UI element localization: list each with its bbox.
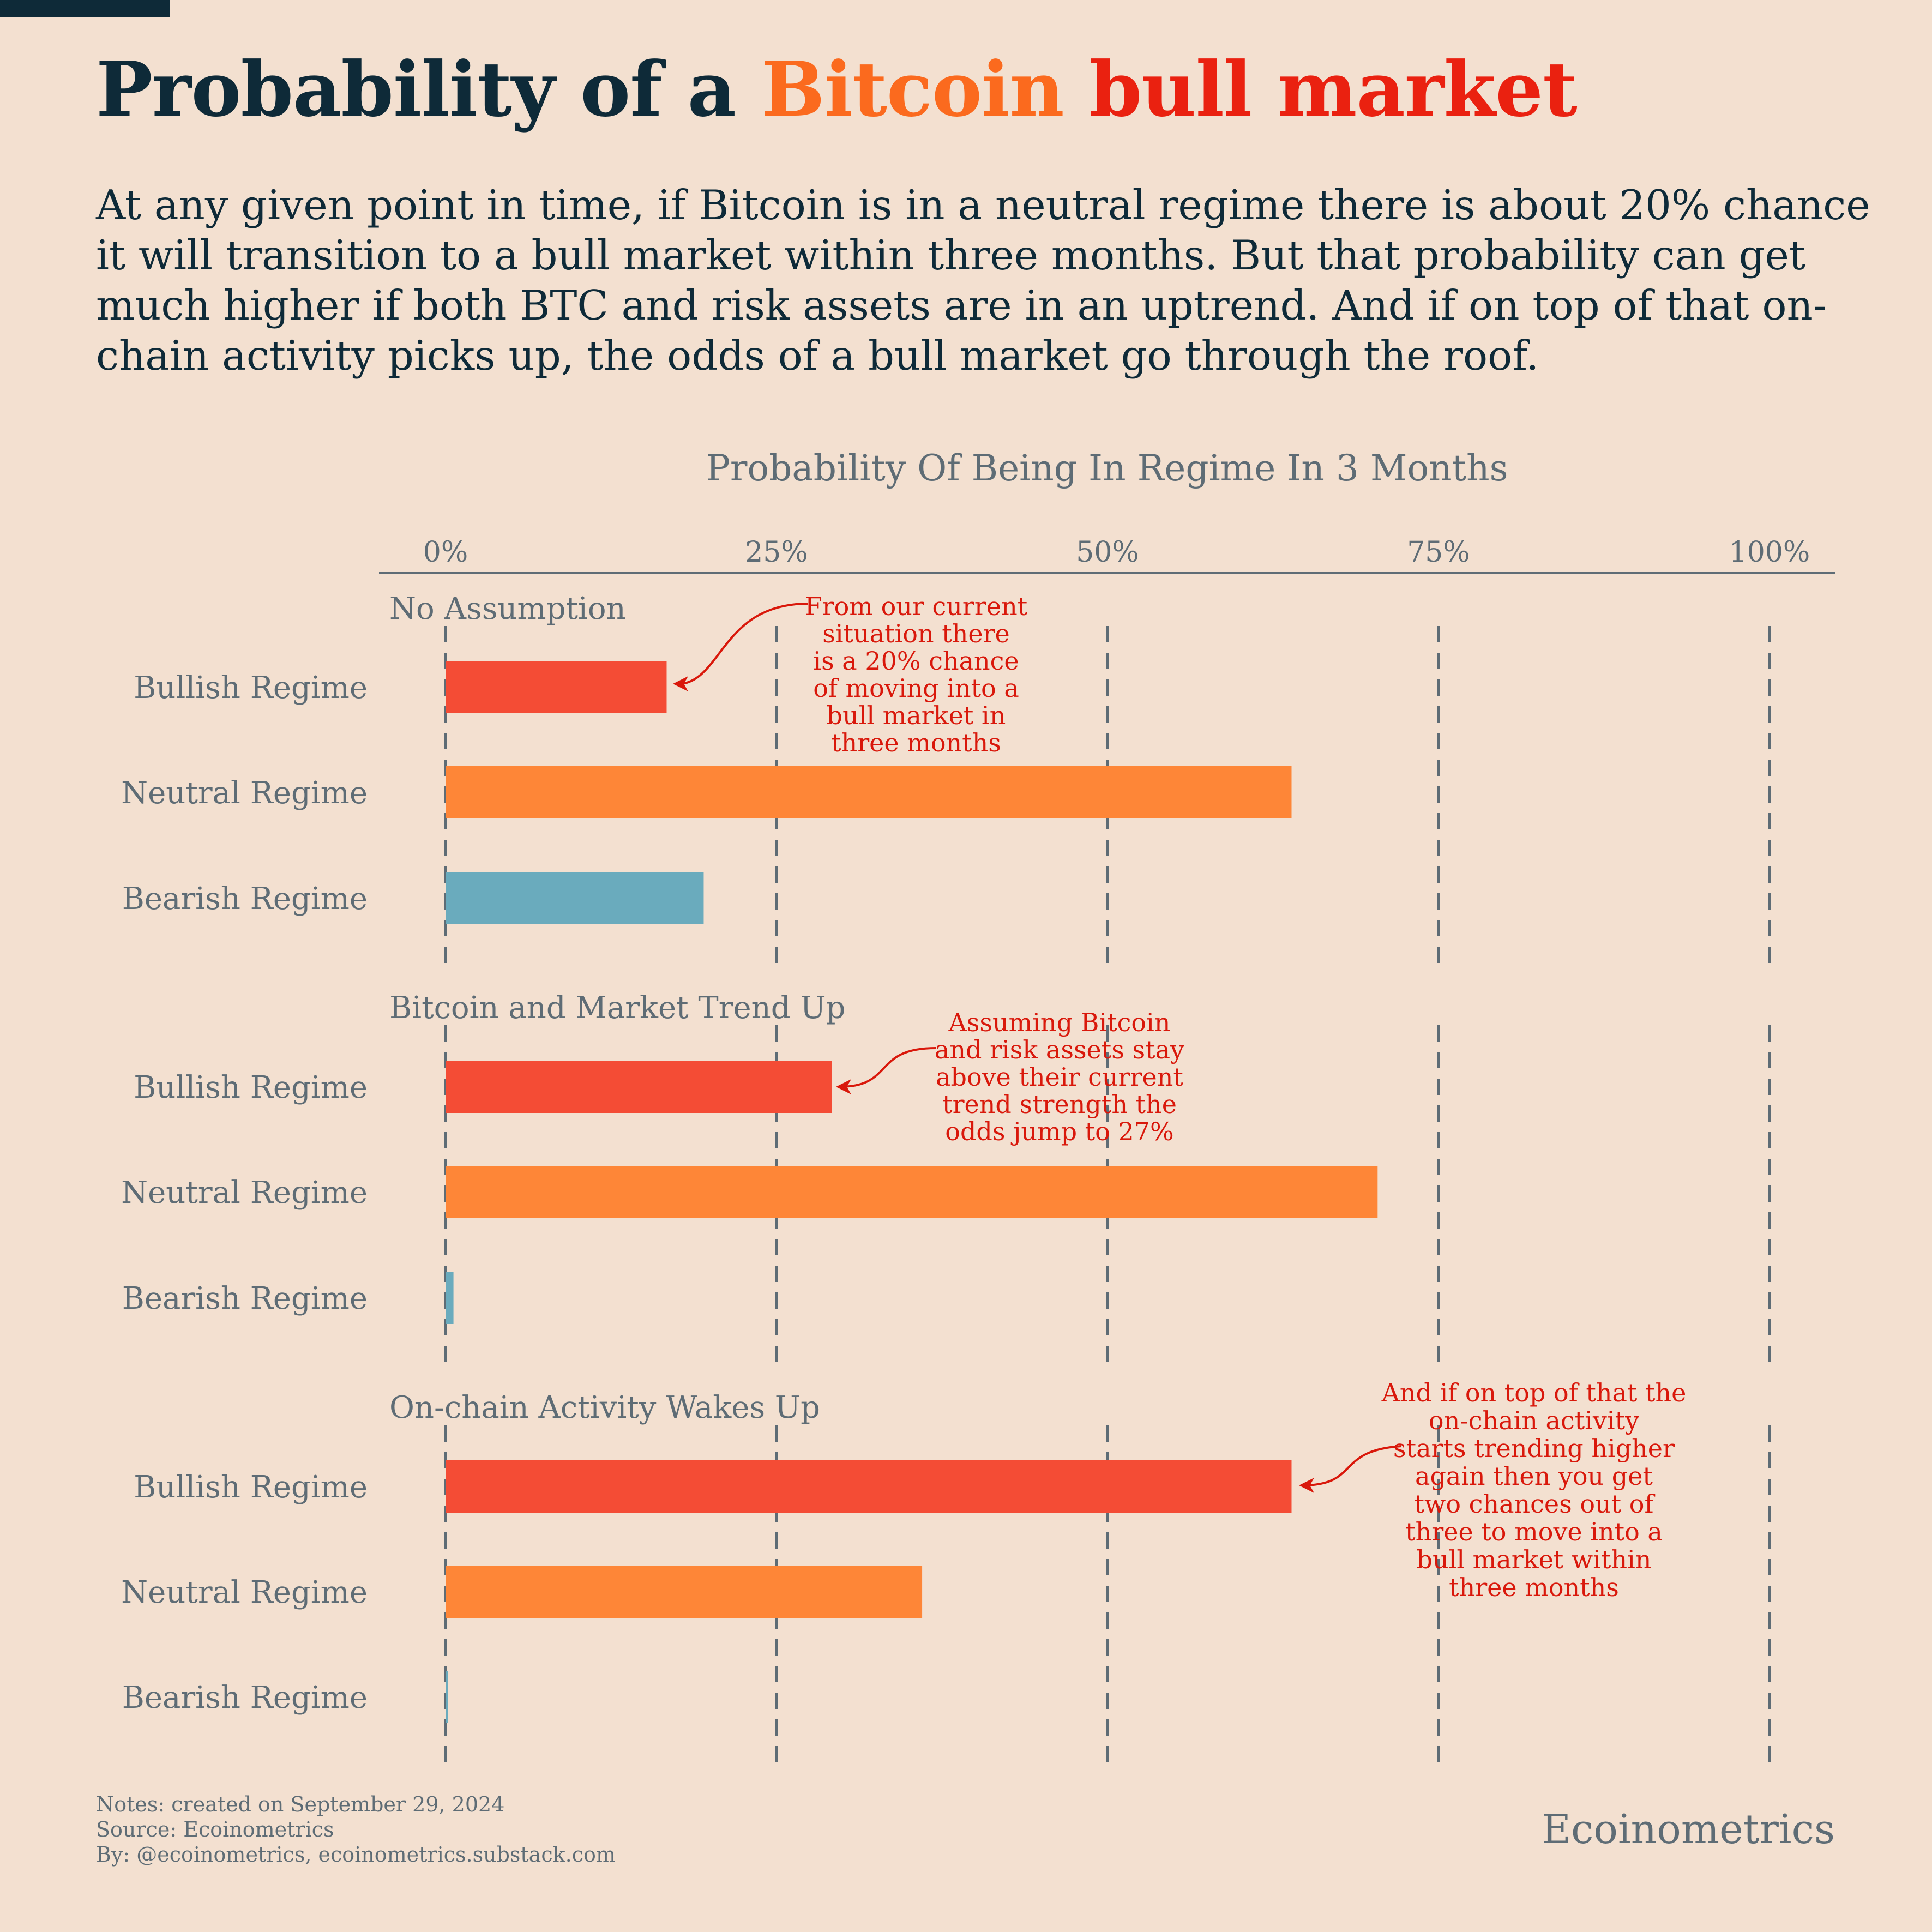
x-tick-label: 25% <box>745 536 808 569</box>
annotation-text: of moving into a <box>813 673 1019 703</box>
annotation-text: odds jump to 27% <box>945 1117 1173 1146</box>
annotation-text: on-chain activity <box>1429 1406 1639 1435</box>
subtitle: At any given point in time, if Bitcoin i… <box>96 181 1870 380</box>
category-label: Neutral Regime <box>121 775 368 811</box>
bar-neutral-regime <box>446 1166 1378 1218</box>
title-bull-market: bull market <box>1089 45 1578 134</box>
footer-source: Source: Ecoinometrics <box>96 1817 334 1841</box>
category-label: Neutral Regime <box>121 1575 368 1610</box>
annotation-arrowhead <box>673 676 688 691</box>
title-part-1: Probability of a <box>96 45 736 134</box>
annotation-text: trend strength the <box>942 1090 1177 1119</box>
x-tick-label: 100% <box>1729 536 1810 569</box>
annotation-text: is a 20% chance <box>813 646 1019 676</box>
panel-header: On-chain Activity Wakes Up <box>389 1390 820 1425</box>
x-tick-label: 75% <box>1407 536 1470 569</box>
bar-bullish-regime <box>446 661 667 713</box>
annotation-text: And if on top of that the <box>1381 1378 1687 1407</box>
bar-bullish-regime <box>446 1460 1292 1513</box>
bar-bearish-regime <box>446 1671 448 1723</box>
category-label: Bearish Regime <box>122 1680 368 1716</box>
footer-notes: Notes: created on September 29, 2024 Sou… <box>96 1792 616 1867</box>
bar-bearish-regime <box>446 1272 454 1324</box>
annotation-text: From our current <box>805 592 1028 621</box>
annotation-text: Assuming Bitcoin <box>948 1008 1171 1037</box>
annotation-arrow-curve <box>839 1047 936 1088</box>
chart-title: Probability Of Being In Regime In 3 Mont… <box>706 447 1508 489</box>
annotation-text: three to move into a <box>1405 1517 1663 1546</box>
annotation-text: again then you get <box>1415 1461 1653 1491</box>
corner-accent-bar <box>0 0 170 17</box>
annotation-arrowhead <box>836 1079 851 1094</box>
panel-header: No Assumption <box>389 591 626 627</box>
annotation-text: two chances out of <box>1415 1489 1656 1519</box>
brand-logo-text: Ecoinometrics <box>1541 1806 1835 1853</box>
annotation-text: three months <box>831 728 1001 757</box>
bar-neutral-regime <box>446 1566 923 1618</box>
page-title: Probability of a Bitcoin bull market <box>96 45 1578 134</box>
footer-notes-date: Notes: created on September 29, 2024 <box>96 1792 505 1816</box>
panel-header: Bitcoin and Market Trend Up <box>389 990 845 1026</box>
annotation-text: starts trending higher <box>1393 1434 1675 1463</box>
annotation-text: situation there <box>822 619 1010 648</box>
footer-by: By: @ecoinometrics, ecoinometrics.substa… <box>96 1843 616 1867</box>
annotation-text: bull market in <box>827 701 1006 730</box>
annotation-arrow-curve <box>676 603 809 685</box>
x-tick-label: 0% <box>423 536 468 569</box>
category-label: Bullish Regime <box>134 670 368 706</box>
category-label: Bearish Regime <box>122 1281 368 1316</box>
annotation-text: three months <box>1449 1573 1619 1602</box>
x-tick-label: 50% <box>1076 536 1139 569</box>
annotation-text: and risk assets stay <box>935 1035 1184 1064</box>
category-label: Bullish Regime <box>134 1470 368 1505</box>
annotation-arrow-curve <box>1302 1445 1402 1486</box>
bar-bearish-regime <box>446 872 704 924</box>
category-label: Bearish Regime <box>122 881 368 917</box>
category-label: Bullish Regime <box>134 1070 368 1105</box>
title-bitcoin: Bitcoin <box>761 45 1064 134</box>
annotation-arrowhead <box>1299 1478 1314 1493</box>
bar-bullish-regime <box>446 1061 832 1113</box>
annotation-text: bull market within <box>1417 1545 1652 1574</box>
category-label: Neutral Regime <box>121 1175 368 1211</box>
annotation-text: above their current <box>936 1062 1183 1092</box>
bar-neutral-regime <box>446 766 1292 818</box>
